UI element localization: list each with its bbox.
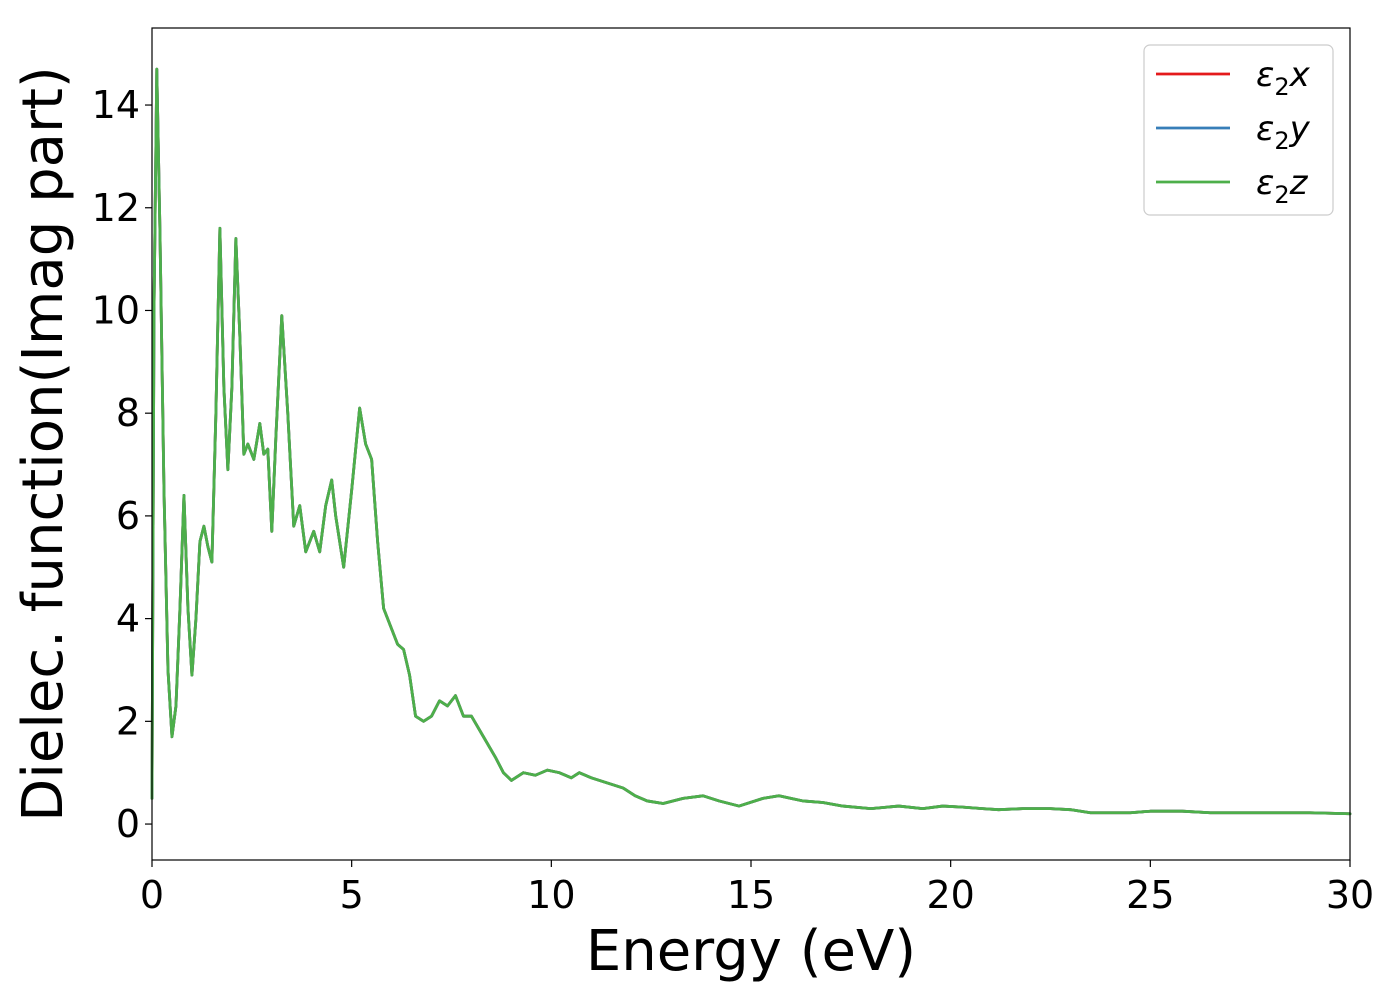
x-tick-label: 20 <box>926 873 974 917</box>
legend-label-z: ε2z <box>1256 163 1309 209</box>
y-axis-label: Dielec. function(Imag part) <box>11 66 76 822</box>
x-tick-label: 5 <box>340 873 364 917</box>
y-tick-label: 6 <box>116 494 140 538</box>
y-tick-label: 14 <box>92 83 140 127</box>
x-tick-label: 15 <box>727 873 775 917</box>
y-tick-label: 4 <box>116 597 140 641</box>
x-tick-label: 0 <box>140 873 164 917</box>
x-tick-label: 25 <box>1126 873 1174 917</box>
series-line-z <box>150 67 1352 816</box>
legend-box <box>1143 44 1334 216</box>
legend-label-x: ε2x <box>1256 55 1311 101</box>
series-layer <box>150 67 1352 816</box>
legend-label-y: ε2y <box>1256 109 1311 155</box>
x-axis-label: Energy (eV) <box>586 919 916 984</box>
y-tick-label: 8 <box>116 391 140 435</box>
x-tick-label: 10 <box>527 873 575 917</box>
x-axis: 0 5 10 15 20 25 30 <box>140 860 1374 917</box>
y-tick-label: 12 <box>92 186 140 230</box>
x-tick-label: 30 <box>1326 873 1374 917</box>
y-axis: 0 2 4 6 8 10 12 14 <box>92 83 152 846</box>
y-tick-label: 2 <box>116 699 140 743</box>
legend: ε2x ε2y ε2z <box>1143 44 1334 216</box>
y-tick-label: 0 <box>116 802 140 846</box>
y-tick-label: 10 <box>92 288 140 332</box>
